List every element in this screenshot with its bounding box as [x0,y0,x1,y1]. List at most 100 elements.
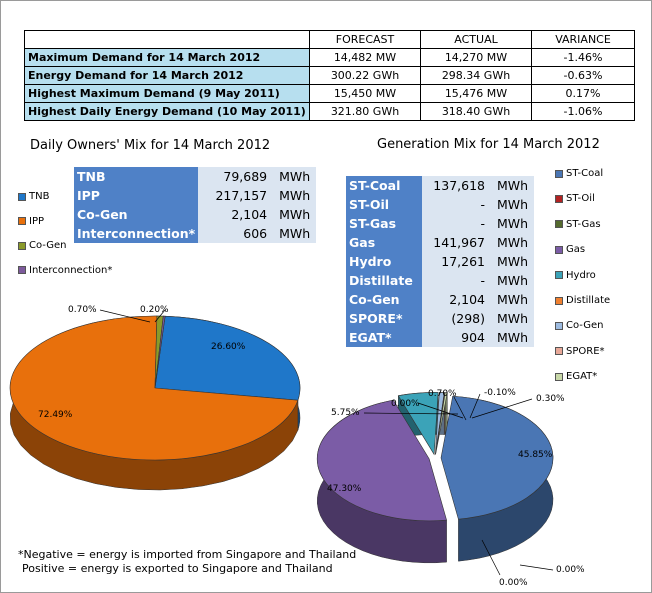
legend-swatch [555,347,563,356]
legend-label: ST-Coal [566,168,604,179]
owners-mix-table: TNB 79,689 MWh IPP 217,157 MWh Co-Gen 2,104 MW… [74,167,317,243]
generation-legend-item: ST-Oil [555,193,595,204]
gen-unit: MWh [491,309,535,328]
gen-name: Co-Gen [346,290,422,309]
legend-label: EGAT* [566,371,598,383]
gen-name: ST-Oil [346,195,422,214]
owners-slice [154,315,301,401]
table-row: TNB 79,689 MWh [74,167,317,186]
legend-swatch [18,241,26,250]
owner-name: TNB [74,167,199,186]
table-row: Maximum Demand for 14 March 2012 14,482 … [24,48,635,67]
variance-cell: -1.06% [531,102,635,121]
gen-value: (298) [422,309,491,328]
generation-data-label: 0.00% [556,565,585,575]
generation-legend-item: Gas [555,244,585,255]
note-positive: Positive = energy is exported to Singapo… [22,562,333,575]
legend-swatch [18,217,26,225]
generation-legend-item: ST-Coal [555,168,603,179]
actual-cell: 15,476 MW [420,84,532,103]
gen-value: 141,967 [422,233,491,252]
owner-value: 2,104 [198,205,274,224]
gen-unit: MWh [491,271,535,290]
table-row: ST-Oil - MWh [346,195,535,214]
gen-unit: MWh [491,328,535,347]
table-row: Highest Maximum Demand (9 May 2011) 15,4… [24,84,635,103]
legend-swatch [555,245,563,254]
row-label: Maximum Demand for 14 March 2012 [24,48,310,67]
owners-mix-title: Daily Owners' Mix for 14 March 2012 [30,138,271,153]
gen-value: 17,261 [422,252,491,271]
owners-pie-chart [9,315,301,491]
owner-value: 606 [198,224,274,243]
generation-mix-title: Generation Mix for 14 March 2012 [377,137,600,152]
legend-label: Co-Gen [566,320,604,332]
forecast-cell: 14,482 MW [309,48,421,67]
table-row: IPP 217,157 MWh [74,186,317,205]
demand-summary-table: FORECAST ACTUAL VARIANCE Maximum Demand … [24,30,635,121]
owners-data-label: 72.49% [38,410,73,420]
owners-slice [9,315,299,461]
owner-unit: MWh [273,224,317,243]
legend-label: Distillate [566,295,611,306]
gen-name: Distillate [346,271,422,290]
gen-value: - [422,271,491,290]
table-row: EGAT* 904 MWh [346,328,535,347]
legend-label: IPP [29,215,45,227]
gen-value: - [422,214,491,233]
table-row: Highest Daily Energy Demand (10 May 2011… [24,102,635,121]
legend-label: Interconnection* [29,264,113,276]
header-variance: VARIANCE [531,30,635,49]
gen-unit: MWh [491,195,535,214]
legend-swatch [555,372,563,381]
gen-unit: MWh [491,252,535,271]
gen-name: ST-Gas [346,214,422,233]
table-row: Distillate - MWh [346,271,535,290]
table-header-row: FORECAST ACTUAL VARIANCE [24,30,635,49]
legend-label: SPORE* [566,345,605,357]
owners-legend-item: IPP [18,216,44,227]
gen-unit: MWh [491,214,535,233]
owners-data-label: 0.70% [68,305,97,315]
header-actual: ACTUAL [420,30,532,49]
row-label: Highest Maximum Demand (9 May 2011) [24,84,310,103]
table-row: Co-Gen 2,104 MWh [74,205,317,224]
legend-swatch [555,169,563,178]
legend-label: TNB [29,191,50,202]
owner-unit: MWh [273,167,317,186]
table-row: Hydro 17,261 MWh [346,252,535,271]
legend-swatch [555,296,563,305]
legend-swatch [18,192,26,201]
owner-name: Interconnection* [74,224,199,243]
table-row: Co-Gen 2,104 MWh [346,290,535,309]
generation-data-label: 0.00% [499,578,528,588]
generation-slice [316,399,447,522]
generation-legend-item: EGAT* [555,371,597,382]
header-blank [24,30,310,49]
legend-swatch [555,321,563,330]
legend-swatch [555,271,563,280]
owner-value: 79,689 [198,167,274,186]
owner-name: Co-Gen [74,205,199,224]
table-row: Interconnection* 606 MWh [74,224,317,243]
generation-mix-table: ST-Coal 137,618 MWh ST-Oil - MWh ST-Gas - MWh … [346,176,535,347]
variance-cell: -0.63% [531,66,635,85]
legend-label: ST-Oil [566,193,595,205]
owner-unit: MWh [273,186,317,205]
forecast-cell: 321.80 GWh [309,102,421,121]
generation-pie-chart [316,391,554,564]
gen-unit: MWh [491,290,535,309]
actual-cell: 298.34 GWh [420,66,532,85]
table-row: ST-Gas - MWh [346,214,535,233]
owner-name: IPP [74,186,199,205]
generation-data-label: 5.75% [331,408,360,418]
legend-swatch [555,220,563,229]
table-row: Energy Demand for 14 March 2012 300.22 G… [24,66,635,85]
table-row: ST-Coal 137,618 MWh [346,176,535,195]
owners-data-label: 0.20% [140,305,169,315]
generation-data-label: 45.85% [518,450,553,460]
legend-label: Co-Gen [29,240,67,251]
gen-name: Hydro [346,252,422,271]
row-label: Energy Demand for 14 March 2012 [24,66,310,85]
gen-unit: MWh [491,176,535,195]
